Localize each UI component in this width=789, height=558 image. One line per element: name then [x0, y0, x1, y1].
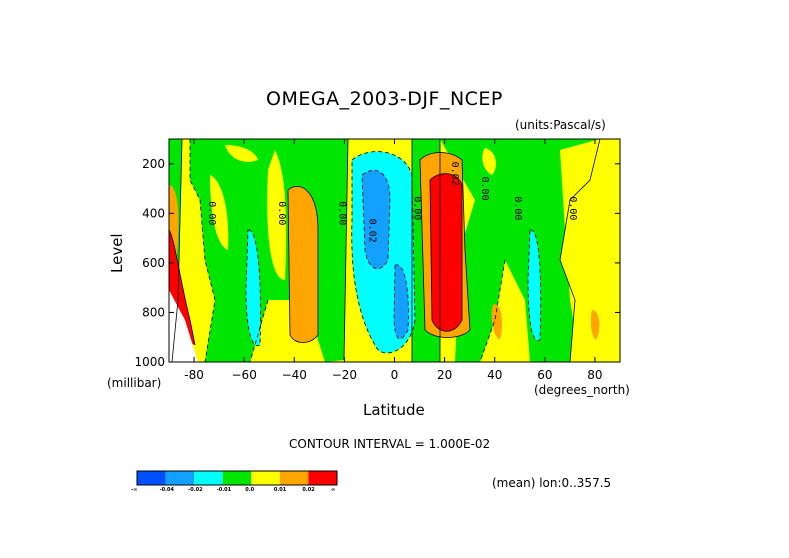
x-tick-label: 40 [487, 368, 502, 382]
red-region-north [430, 173, 462, 332]
x-tick-label: −40 [282, 368, 307, 382]
contour-line [171, 139, 183, 362]
heatmap-field: 0.00 0.00 0.00 0.02 0.00 0.02 0.00 0.00 0.00 [169, 139, 620, 362]
x-tick-label: 0 [391, 368, 399, 382]
colorbar-swatch [194, 471, 223, 485]
blue-region-upper [362, 170, 390, 269]
colorbar-label: -0.04 [159, 487, 174, 493]
cyan-region-south [246, 229, 261, 346]
contour-interval-text: CONTOUR INTERVAL = 1.000E-02 [289, 437, 491, 451]
colorbar-label: 0.0 [245, 487, 255, 493]
contour-line [419, 152, 471, 338]
x-axis-unit: (degrees_north) [534, 383, 630, 397]
yellow-island-1 [225, 145, 258, 162]
y-tick-label: 1000 [134, 355, 165, 369]
y-axis-title: Level [108, 233, 126, 273]
units-label: (units:Pascal/s) [515, 118, 606, 132]
orange-region-small-1 [491, 304, 503, 340]
contour-line [169, 229, 196, 346]
y-axis-unit: (millibar) [107, 376, 162, 390]
contour-label: 0.00 [479, 177, 490, 201]
colorbar-label: -0.02 [188, 487, 203, 493]
contour-label: 0.00 [336, 201, 347, 225]
x-tick-label: 20 [437, 368, 452, 382]
colorbar-swatch [251, 471, 280, 485]
y-tick-label: 800 [142, 305, 165, 319]
y-tick-label: 200 [142, 157, 165, 171]
chart-title: OMEGA_2003-DJF_NCEP [266, 88, 503, 110]
contour-line-dashed [249, 299, 269, 362]
colorbar-label: 0.01 [273, 487, 287, 493]
contour-line-dashed [351, 151, 416, 354]
x-tick-label: −20 [332, 368, 357, 382]
contour-label: 0.00 [276, 201, 287, 225]
blue-region-lower [394, 264, 409, 339]
colorbar [136, 470, 338, 486]
contour-label: 0.00 [512, 196, 523, 220]
contour-line [343, 139, 349, 361]
y-tick-label: 600 [142, 256, 165, 270]
x-tick-label: −60 [232, 368, 257, 382]
yellow-island-4 [482, 148, 496, 175]
contour-line [429, 173, 463, 332]
x-tick-label: 60 [537, 368, 552, 382]
colorbar-label: ∞ [331, 487, 336, 493]
contour-labels: 0.00 0.00 0.00 0.02 0.00 0.02 0.00 0.00 0.00 [206, 162, 578, 243]
contour-label: 0.02 [449, 162, 460, 186]
colorbar-swatch [222, 471, 252, 485]
x-axis-title: Latitude [363, 401, 425, 419]
orange-region-small-2 [590, 310, 600, 340]
contour-line-dashed [527, 229, 542, 341]
colorbar-swatch [308, 471, 337, 485]
contour-label: 0.00 [412, 196, 423, 220]
contour-label: 0.00 [567, 196, 578, 220]
mean-lon-text: (mean) lon:0..357.5 [492, 476, 612, 490]
colorbar-label: -∞ [131, 487, 138, 493]
yellow-island-3 [267, 150, 287, 280]
colorbar-swatch [165, 471, 195, 485]
green-region-north [440, 139, 600, 362]
missing-data-wedge [169, 290, 198, 362]
x-tick-label: 80 [587, 368, 602, 382]
orange-region-south [288, 186, 318, 343]
colorbar-label: -0.01 [216, 487, 232, 493]
contour-line-dashed [361, 170, 391, 270]
contour-label: 0.02 [366, 219, 377, 243]
colorbar-swatch [279, 471, 309, 485]
contour-line [287, 186, 319, 343]
cyan-region-north [528, 229, 541, 341]
colorbar-swatch [137, 471, 166, 485]
contour-label: 0.00 [206, 201, 217, 225]
x-tick-label: -80 [184, 368, 204, 382]
colorbar-frame [136, 470, 338, 486]
axis-ticks: -80 −60 −40 −20 0 20 40 60 80 200 400 600 800 1000 [134, 139, 620, 382]
y-tick-label: 400 [142, 206, 165, 220]
negative-contour-lines [189, 139, 542, 362]
contour-line-dashed [393, 264, 409, 340]
yellow-island-2 [210, 175, 229, 250]
contour-line [559, 139, 601, 362]
contour-line-dashed [189, 139, 216, 362]
colorbar-label: 0.02 [302, 487, 315, 493]
